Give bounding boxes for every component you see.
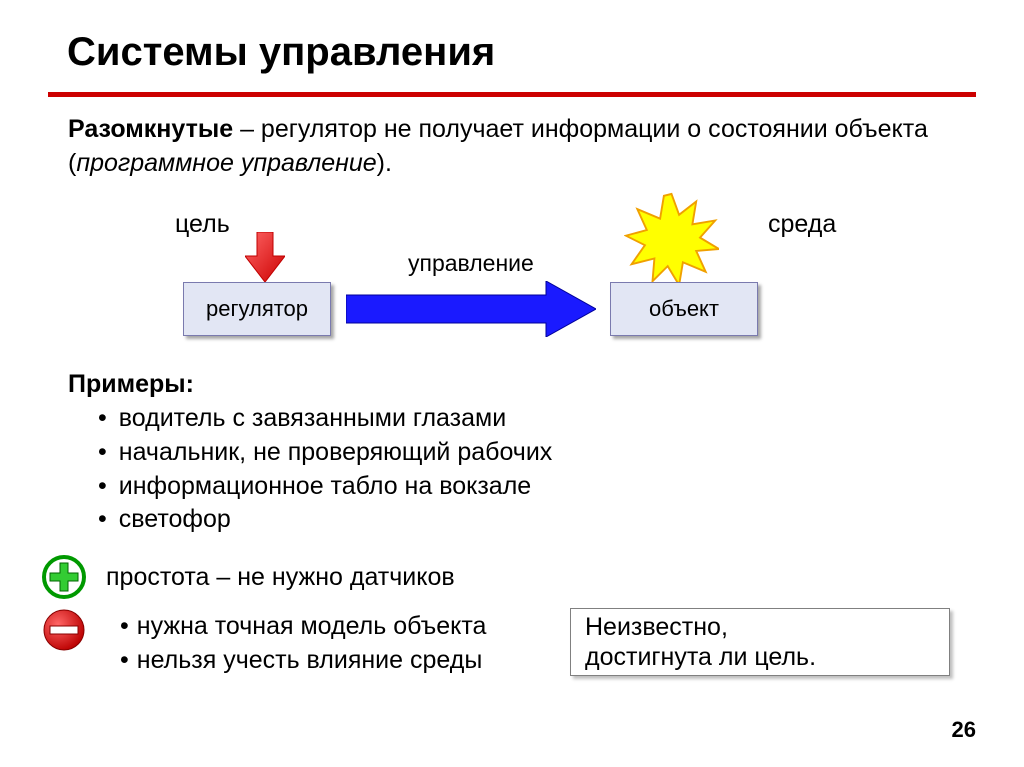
examples-list: водитель с завязанными глазами начальник… <box>98 402 552 537</box>
minus-icon <box>42 608 86 652</box>
example-item: информационное табло на вокзале <box>98 470 552 504</box>
diagram: цель среда управление регулятор объект <box>160 195 880 355</box>
label-goal: цель <box>175 210 230 239</box>
note-box: Неизвестно, достигнута ли цель. <box>570 608 950 676</box>
object-box: объект <box>610 282 758 336</box>
regulator-box: регулятор <box>183 282 331 336</box>
intro-bold: Разомкнутые <box>68 115 233 143</box>
title-underline <box>48 92 976 97</box>
slide-title: Системы управления <box>67 30 495 75</box>
intro-rest2: ). <box>377 149 392 177</box>
minus-item: нужна точная модель объекта <box>120 610 486 644</box>
control-arrow-icon <box>346 281 596 337</box>
note-line2: достигнута ли цель. <box>585 642 935 672</box>
label-control: управление <box>408 250 534 277</box>
page-number: 26 <box>952 717 976 743</box>
object-label: объект <box>649 296 719 322</box>
environment-starburst-icon <box>624 192 719 287</box>
example-item: водитель с завязанными глазами <box>98 402 552 436</box>
minus-list: нужна точная модель объекта нельзя учест… <box>120 610 486 678</box>
note-line1: Неизвестно, <box>585 612 935 642</box>
regulator-label: регулятор <box>206 296 308 322</box>
plus-row: простота – не нужно датчиков <box>42 555 455 599</box>
intro-text: Разомкнутые – регулятор не получает инфо… <box>68 113 948 181</box>
plus-icon <box>42 555 86 599</box>
examples-heading: Примеры: <box>68 370 194 399</box>
example-item: начальник, не проверяющий рабочих <box>98 436 552 470</box>
label-environment: среда <box>768 210 836 239</box>
goal-arrow-icon <box>245 232 285 284</box>
plus-text: простота – не нужно датчиков <box>106 563 455 592</box>
minus-row: нужна точная модель объекта нельзя учест… <box>42 608 486 678</box>
intro-italic: программное управление <box>76 149 376 177</box>
minus-item: нельзя учесть влияние среды <box>120 644 486 678</box>
example-item: светофор <box>98 503 552 537</box>
